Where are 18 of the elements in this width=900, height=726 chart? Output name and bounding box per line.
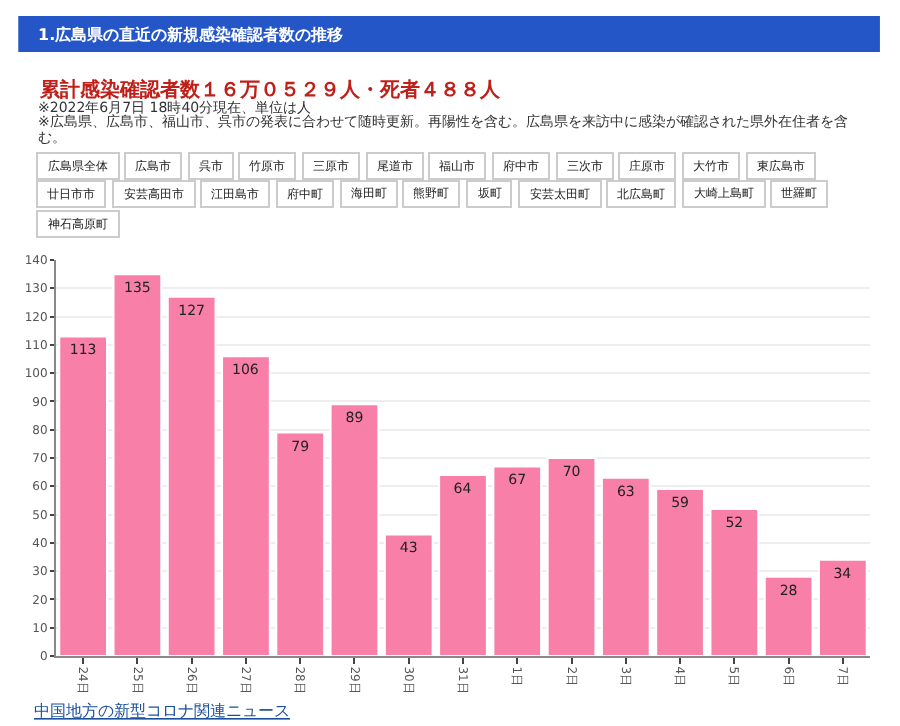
chart-subtitle: 累計感染確認者数１６万０５２９人・死者４８８人 [38, 78, 502, 102]
chart-title: 1.広島県の直近の新規感染確認者数の推移 [38, 24, 344, 44]
bar [329, 403, 380, 656]
bar [546, 457, 597, 656]
bar [383, 533, 434, 656]
bar [221, 355, 271, 656]
bar [817, 558, 868, 656]
bar [438, 473, 488, 656]
bar [275, 431, 326, 656]
bar [655, 488, 705, 656]
text: 中国地方の新型コロナ関連ニュース [34, 702, 290, 720]
bar [492, 465, 543, 656]
bar [58, 335, 109, 656]
bar [763, 575, 814, 656]
bar [166, 295, 217, 656]
bar [600, 476, 651, 656]
bar [709, 507, 760, 656]
bar [112, 273, 163, 656]
